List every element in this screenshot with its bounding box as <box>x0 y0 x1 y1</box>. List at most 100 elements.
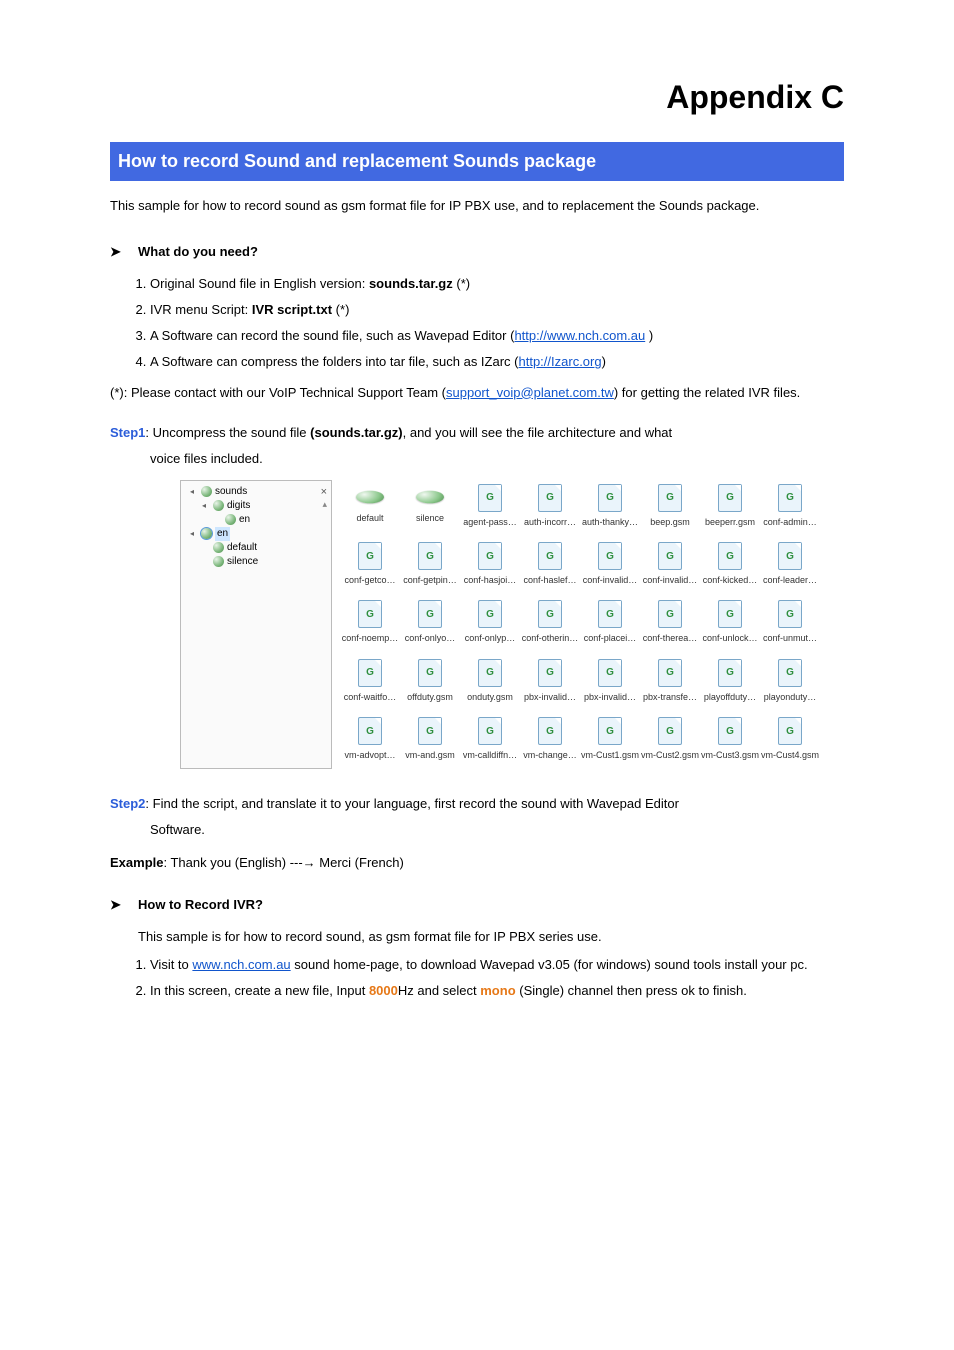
link-support-email[interactable]: support_voip@planet.com.tw <box>446 385 614 400</box>
footnote: (*): Please contact with our VoIP Techni… <box>110 382 844 404</box>
file-item[interactable]: Gconf-unlock… <box>700 600 760 646</box>
folder-icon <box>213 542 224 553</box>
file-item[interactable]: Goffduty.gsm <box>400 659 460 705</box>
file-item[interactable]: Gconf-onlyo… <box>400 600 460 646</box>
tree-item[interactable]: silence <box>187 555 331 569</box>
file-item[interactable]: Gbeep.gsm <box>640 484 700 530</box>
file-item[interactable]: Gconf-getpin… <box>400 542 460 588</box>
tree-item[interactable]: ◂digits <box>187 499 331 513</box>
file-item[interactable]: Gvm-and.gsm <box>400 717 460 763</box>
gsm-file-icon: G <box>358 600 382 628</box>
file-name: beep.gsm <box>650 515 690 530</box>
file-name: conf-otherin… <box>522 631 579 646</box>
file-explorer-screenshot: × ▴ ◂sounds◂digitsen◂endefaultsilence de… <box>180 480 820 769</box>
file-name: conf-onlyp… <box>465 631 516 646</box>
file-item[interactable]: Gconf-therea… <box>640 600 700 646</box>
file-item[interactable]: Gvm-change… <box>520 717 580 763</box>
tree-item[interactable]: ◂en <box>187 527 331 541</box>
record-heading: How to Record IVR? <box>110 894 844 916</box>
file-item[interactable]: Gconf-hasjoi… <box>460 542 520 588</box>
gsm-file-icon: G <box>358 717 382 745</box>
folder-icon <box>201 486 212 497</box>
file-item[interactable]: Gconf-unmut… <box>760 600 820 646</box>
file-item[interactable]: Gconf-waitfo… <box>340 659 400 705</box>
gsm-file-icon: G <box>418 659 442 687</box>
file-item[interactable]: Gagent-pass… <box>460 484 520 530</box>
file-item[interactable]: Gconf-haslef… <box>520 542 580 588</box>
file-item[interactable]: Gvm-Cust3.gsm <box>700 717 760 763</box>
need-item: IVR menu Script: IVR script.txt (*) <box>150 299 844 321</box>
file-name: conf-getpin… <box>403 573 457 588</box>
file-item[interactable]: Gbeeperr.gsm <box>700 484 760 530</box>
file-name: pbx-transfe… <box>643 690 697 705</box>
file-item[interactable]: Gconf-leader… <box>760 542 820 588</box>
file-item[interactable]: Gconf-placei… <box>580 600 640 646</box>
file-item[interactable]: Gpbx-invalid… <box>580 659 640 705</box>
example-line: Example: Thank you (English) ---→ Merci … <box>110 852 844 874</box>
record-item: Visit to www.nch.com.au sound home-page,… <box>150 954 844 976</box>
file-item[interactable]: Gconf-invalid… <box>640 542 700 588</box>
tree-label: default <box>227 541 257 555</box>
need-list: Original Sound file in English version: … <box>150 273 844 373</box>
file-name: pbx-invalid… <box>524 690 576 705</box>
tree-label: digits <box>227 499 250 513</box>
file-item[interactable]: Gvm-calldiffn… <box>460 717 520 763</box>
step2-line: Step2: Find the script, and translate it… <box>110 793 844 815</box>
file-item[interactable]: Gpbx-invalid… <box>520 659 580 705</box>
file-item[interactable]: Gconf-kicked… <box>700 542 760 588</box>
gsm-file-icon: G <box>658 600 682 628</box>
link-nch-2[interactable]: www.nch.com.au <box>192 957 290 972</box>
file-item[interactable]: Gvm-Cust1.gsm <box>580 717 640 763</box>
file-item[interactable]: Gplayonduty… <box>760 659 820 705</box>
folder-icon <box>201 528 212 539</box>
file-item[interactable]: Gvm-Cust2.gsm <box>640 717 700 763</box>
gsm-file-icon: G <box>358 659 382 687</box>
file-item[interactable]: Gconf-invalid… <box>580 542 640 588</box>
tree-item[interactable]: default <box>187 541 331 555</box>
section-header: How to record Sound and replacement Soun… <box>110 142 844 181</box>
record-intro: This sample is for how to record sound, … <box>138 926 844 948</box>
folder-icon <box>213 500 224 511</box>
gsm-file-icon: G <box>658 717 682 745</box>
gsm-file-icon: G <box>778 484 802 512</box>
file-item[interactable]: Gplayoffduty… <box>700 659 760 705</box>
file-item[interactable]: Gauth-thanky… <box>580 484 640 530</box>
folder-item[interactable]: silence <box>400 484 460 530</box>
gsm-file-icon: G <box>538 659 562 687</box>
file-item[interactable]: Gvm-Cust4.gsm <box>760 717 820 763</box>
gsm-file-icon: G <box>358 542 382 570</box>
file-name: vm-Cust4.gsm <box>761 748 819 763</box>
gsm-file-icon: G <box>778 659 802 687</box>
file-item[interactable]: Gonduty.gsm <box>460 659 520 705</box>
file-item[interactable]: Gvm-advopt… <box>340 717 400 763</box>
tree-pane: × ▴ ◂sounds◂digitsen◂endefaultsilence <box>180 480 332 769</box>
tree-item[interactable]: en <box>187 513 331 527</box>
file-item[interactable]: Gconf-onlyp… <box>460 600 520 646</box>
gsm-file-icon: G <box>478 542 502 570</box>
folder-icon <box>225 514 236 525</box>
gsm-file-icon: G <box>718 659 742 687</box>
file-name: vm-advopt… <box>344 748 395 763</box>
what-need-heading: What do you need? <box>110 241 844 263</box>
gsm-file-icon: G <box>718 484 742 512</box>
file-item[interactable]: Gconf-noemp… <box>340 600 400 646</box>
file-item[interactable]: Gconf-otherin… <box>520 600 580 646</box>
file-item[interactable]: Gconf-admin… <box>760 484 820 530</box>
file-name: vm-Cust2.gsm <box>641 748 699 763</box>
step2-line2: Software. <box>150 819 844 841</box>
file-name: beeperr.gsm <box>705 515 755 530</box>
folder-item[interactable]: default <box>340 484 400 530</box>
tree-item[interactable]: ◂sounds <box>187 485 331 499</box>
tree-label: silence <box>227 555 258 569</box>
file-name: vm-Cust1.gsm <box>581 748 639 763</box>
file-item[interactable]: Gconf-getco… <box>340 542 400 588</box>
file-item[interactable]: Gpbx-transfe… <box>640 659 700 705</box>
file-name: vm-calldiffn… <box>463 748 517 763</box>
file-name: conf-hasjoi… <box>464 573 517 588</box>
file-item[interactable]: Gauth-incorr… <box>520 484 580 530</box>
scroll-up-icon: ▴ <box>322 497 327 512</box>
link-nch[interactable]: http://www.nch.com.au <box>514 328 645 343</box>
link-izarc[interactable]: http://Izarc.org <box>519 354 602 369</box>
gsm-file-icon: G <box>718 542 742 570</box>
file-name: conf-therea… <box>643 631 698 646</box>
